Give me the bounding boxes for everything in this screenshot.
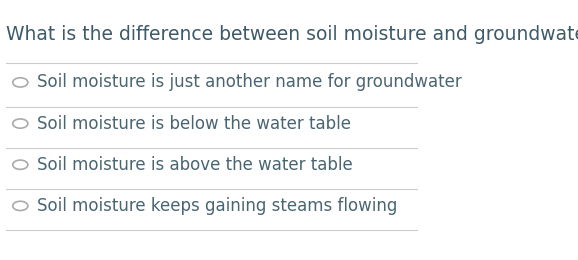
Text: Soil moisture is above the water table: Soil moisture is above the water table — [37, 156, 353, 174]
Text: Soil moisture is below the water table: Soil moisture is below the water table — [37, 115, 351, 133]
Text: Soil moisture keeps gaining steams flowing: Soil moisture keeps gaining steams flowi… — [37, 197, 398, 215]
Text: What is the difference between soil moisture and groundwater?: What is the difference between soil mois… — [6, 24, 578, 43]
Text: Soil moisture is just another name for groundwater: Soil moisture is just another name for g… — [37, 73, 462, 92]
